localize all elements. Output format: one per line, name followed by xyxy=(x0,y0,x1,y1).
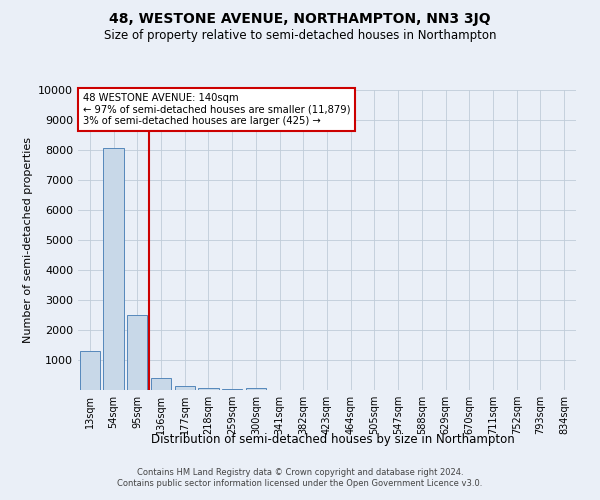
Bar xyxy=(246,388,266,390)
Text: 48 WESTONE AVENUE: 140sqm
← 97% of semi-detached houses are smaller (11,879)
3% : 48 WESTONE AVENUE: 140sqm ← 97% of semi-… xyxy=(83,93,350,126)
Text: Contains HM Land Registry data © Crown copyright and database right 2024.
Contai: Contains HM Land Registry data © Crown c… xyxy=(118,468,482,487)
Y-axis label: Number of semi-detached properties: Number of semi-detached properties xyxy=(23,137,32,343)
Bar xyxy=(80,351,100,390)
Text: 48, WESTONE AVENUE, NORTHAMPTON, NN3 3JQ: 48, WESTONE AVENUE, NORTHAMPTON, NN3 3JQ xyxy=(109,12,491,26)
Bar xyxy=(151,378,171,390)
Bar xyxy=(222,388,242,390)
Bar xyxy=(175,386,195,390)
Bar xyxy=(127,315,148,390)
Bar xyxy=(199,388,218,390)
Text: Size of property relative to semi-detached houses in Northampton: Size of property relative to semi-detach… xyxy=(104,29,496,42)
Text: Distribution of semi-detached houses by size in Northampton: Distribution of semi-detached houses by … xyxy=(151,432,515,446)
Bar xyxy=(103,148,124,390)
